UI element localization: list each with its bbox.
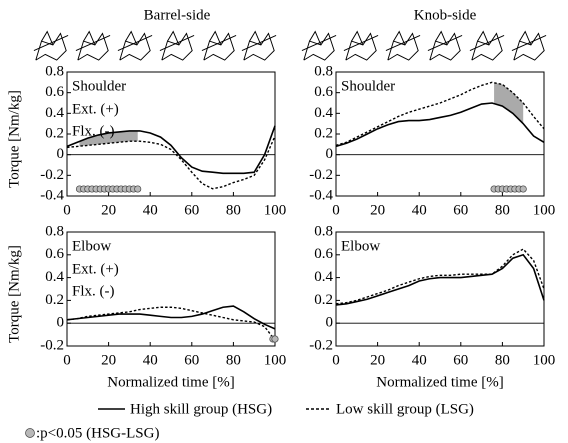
y-tick-label: 0.8: [45, 223, 64, 239]
y-tick-label: -0.2: [309, 337, 333, 353]
x-tick-label: 60: [184, 202, 199, 218]
x-tick-label: 40: [143, 202, 158, 218]
y-tick-label: -0.4: [309, 187, 333, 203]
series-line: [66, 135, 276, 190]
pictograms: [33, 31, 547, 61]
y-tick-label: 0: [57, 146, 65, 162]
y-tick-label: 0.8: [314, 223, 333, 239]
y-tick-label: 0: [57, 315, 65, 331]
annotation: Ext. (+): [72, 101, 119, 117]
column-title: Barrel-side: [144, 7, 211, 23]
annotation: Flx. (-): [72, 123, 115, 139]
x-tick-label: 0: [63, 202, 71, 218]
legend-label: Low skill group (LSG): [336, 401, 474, 417]
x-tick-label: 60: [453, 352, 468, 368]
panel-label: Shoulder: [341, 78, 395, 94]
y-tick-label: 0.6: [45, 246, 64, 262]
series-line: [335, 102, 545, 148]
y-tick-label: 0.4: [45, 105, 64, 121]
y-tick-label: 0.4: [314, 269, 333, 285]
x-tick-label: 80: [226, 202, 241, 218]
x-tick-label: 40: [412, 202, 427, 218]
x-tick-label: 0: [332, 202, 340, 218]
y-tick-label: 0.2: [314, 292, 333, 308]
series-line: [66, 125, 276, 175]
x-tick-label: 100: [264, 202, 287, 218]
x-tick-label: 40: [143, 352, 158, 368]
y-tick-label: 0.6: [314, 246, 333, 262]
y-tick-label: 0.8: [45, 63, 64, 79]
series-line: [335, 248, 545, 305]
significance-marker: [134, 185, 142, 193]
significance-shade: [79, 130, 138, 147]
y-axis-label: Torque [Nm/kg]: [6, 245, 22, 343]
x-tick-label: 20: [370, 352, 385, 368]
series-line: [66, 305, 276, 330]
column-title: Knob-side: [414, 7, 477, 23]
x-tick-label: 20: [101, 352, 116, 368]
panel-label: Elbow: [341, 238, 380, 254]
x-tick-label: 60: [453, 202, 468, 218]
x-tick-label: 40: [412, 352, 427, 368]
panel-label: Shoulder: [72, 78, 126, 94]
series-line: [335, 253, 545, 306]
x-tick-label: 60: [184, 352, 199, 368]
x-tick-label: 100: [533, 352, 556, 368]
x-tick-label: 20: [370, 202, 385, 218]
plot-frame: [66, 231, 276, 347]
y-tick-label: -0.4: [40, 187, 64, 203]
y-tick-label: 0.6: [314, 84, 333, 100]
x-tick-label: 20: [101, 202, 116, 218]
series-line: [335, 81, 545, 147]
y-tick-label: 0.6: [45, 84, 64, 100]
x-tick-label: 0: [63, 352, 71, 368]
y-tick-label: 0.4: [314, 105, 333, 121]
x-tick-label: 100: [533, 202, 556, 218]
plot-frame: [335, 231, 545, 347]
series-line: [66, 306, 276, 341]
y-tick-label: -0.2: [40, 337, 64, 353]
y-tick-label: 0: [326, 315, 334, 331]
x-tick-label: 80: [495, 202, 510, 218]
significance-shade: [494, 82, 524, 124]
x-tick-label: 100: [264, 352, 287, 368]
x-axis-label: Normalized time [%]: [376, 374, 503, 390]
y-tick-label: 0.4: [45, 269, 64, 285]
x-tick-label: 0: [332, 352, 340, 368]
y-tick-label: 0.2: [45, 292, 64, 308]
y-tick-label: 0: [326, 146, 334, 162]
legend-label: High skill group (HSG): [130, 401, 272, 417]
annotation: Flx. (-): [72, 283, 115, 299]
x-tick-label: 80: [226, 352, 241, 368]
y-tick-label: 0.2: [45, 125, 64, 141]
legend-label: :p<0.05 (HSG-LSG): [36, 425, 159, 441]
annotation: Ext. (+): [72, 261, 119, 277]
y-tick-label: 0.8: [314, 63, 333, 79]
significance-marker: [519, 185, 527, 193]
y-axis-label: Torque [Nm/kg]: [6, 90, 22, 188]
y-tick-label: 0.2: [314, 125, 333, 141]
y-tick-label: -0.2: [309, 167, 333, 183]
y-tick-label: -0.2: [40, 167, 64, 183]
legend-marker: [25, 428, 35, 438]
significance-marker: [271, 335, 279, 343]
panel-label: Elbow: [72, 238, 111, 254]
x-axis-label: Normalized time [%]: [107, 374, 234, 390]
x-tick-label: 80: [495, 352, 510, 368]
